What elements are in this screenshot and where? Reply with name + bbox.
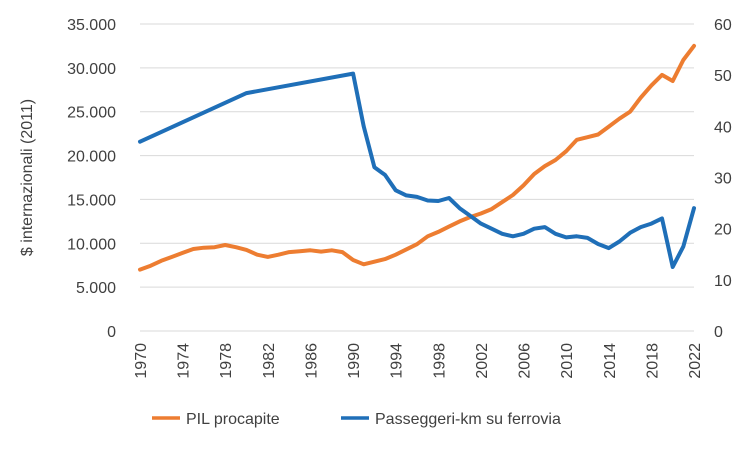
y-tick-label: 30.000 (67, 61, 116, 78)
y2-tick-label: 40 (714, 119, 732, 136)
y2-tick-label: 10 (714, 273, 732, 290)
y-tick-label: 5.000 (76, 280, 116, 297)
x-tick-label: 2014 (602, 343, 619, 379)
legend-label-pil: PIL procapite (186, 411, 280, 428)
series-lines (138, 43, 696, 272)
x-tick-label: 1994 (389, 343, 406, 379)
x-tick-label: 2018 (644, 343, 661, 379)
series-line-0 (138, 43, 696, 272)
y-tick-label: 20.000 (67, 149, 116, 166)
y-tick-label: 0 (107, 324, 116, 341)
x-tick-label: 1974 (176, 343, 193, 379)
x-tick-label: 2010 (559, 343, 576, 379)
x-axis-ticks: 1970 1974 1978 1982 1986 1990 1994 1998 2002 2006… (133, 343, 704, 379)
y-axis-right-ticks: 0 10 20 30 40 50 60 (714, 17, 732, 341)
x-tick-label: 1982 (261, 343, 278, 379)
y2-tick-label: 30 (714, 171, 732, 188)
x-tick-label: 1986 (303, 343, 320, 379)
y2-tick-label: 0 (714, 324, 723, 341)
y2-tick-label: 60 (714, 17, 732, 34)
y-tick-label: 15.000 (67, 192, 116, 209)
legend: PIL procapite Passeggeri-km su ferrovia (152, 411, 561, 428)
x-tick-label: 2022 (687, 343, 704, 379)
y2-tick-label: 50 (714, 68, 732, 85)
y-tick-label: 35.000 (67, 17, 116, 34)
y-axis-left-ticks: 0 5.000 10.000 15.000 20.000 25.000 30.000 35.0… (67, 17, 116, 341)
gridlines (140, 23, 694, 288)
x-tick-label: 1990 (346, 343, 363, 379)
series-line-1 (138, 71, 696, 269)
y-axis-title: $ internazionali (2011) (19, 99, 36, 256)
x-tick-label: 2002 (474, 343, 491, 379)
y-tick-label: 25.000 (67, 105, 116, 122)
y-tick-label: 10.000 (67, 236, 116, 253)
x-tick-label: 1970 (133, 343, 150, 379)
x-tick-label: 1998 (431, 343, 448, 379)
legend-label-passeggeri: Passeggeri-km su ferrovia (375, 411, 561, 428)
y2-tick-label: 20 (714, 222, 732, 239)
x-tick-label: 2006 (517, 343, 534, 379)
x-tick-label: 1978 (218, 343, 235, 379)
